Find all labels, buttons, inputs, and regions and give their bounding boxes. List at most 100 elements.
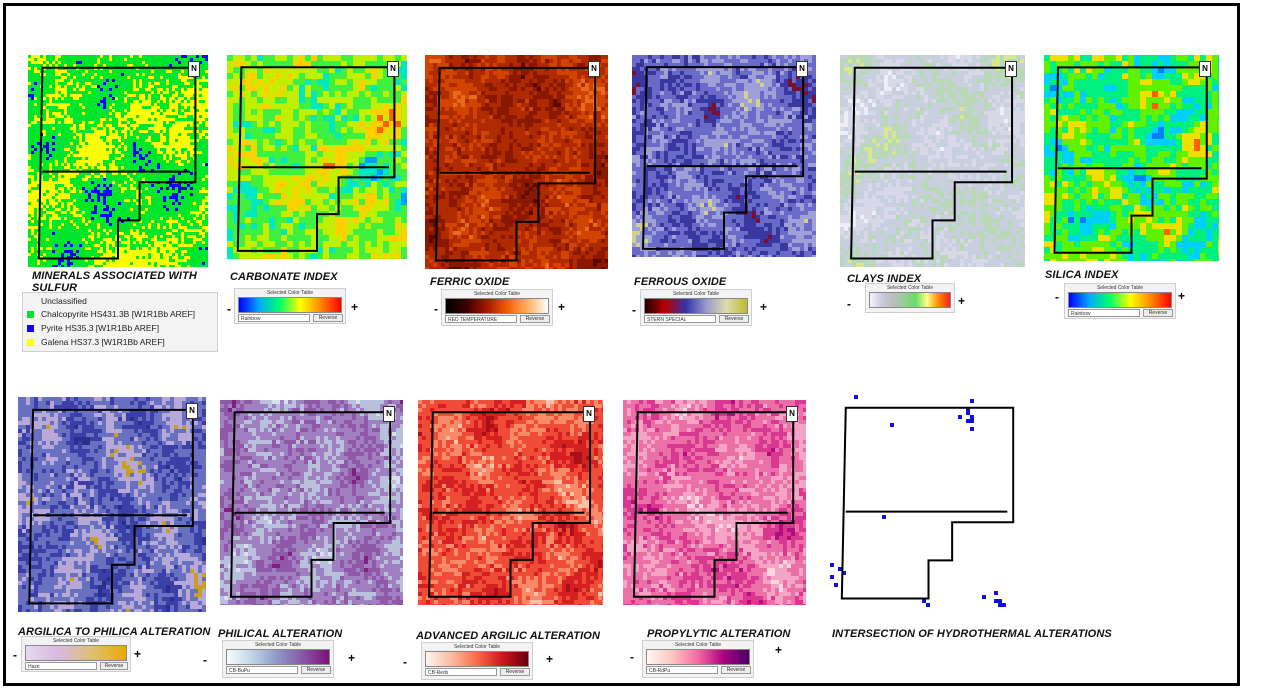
north-arrow-icon: N	[1005, 61, 1017, 77]
color-table-select[interactable]: CB-Reds	[425, 668, 497, 676]
clays-raster	[840, 55, 1025, 267]
green-swatch	[27, 311, 34, 318]
reverse-button[interactable]: Reverse	[520, 315, 550, 323]
legend-item: Galena HS37.3 [W1R1Bb AREF]	[27, 337, 165, 347]
yellow-swatch	[27, 339, 34, 346]
silica-index-map: N	[1044, 55, 1219, 261]
color-ramp	[869, 292, 951, 308]
clays-index-map: N	[840, 55, 1025, 267]
legend-item: Pyrite HS35.3 [W1R1Bb AREF]	[27, 323, 159, 333]
silica-color-table: Selected Color Table Rainbow Reverse	[1064, 283, 1176, 319]
minus-sign: -	[203, 653, 207, 667]
study-area-boundary	[37, 66, 197, 260]
advanced-raster	[418, 400, 603, 605]
color-ramp	[644, 298, 748, 314]
reverse-button[interactable]: Reverse	[100, 662, 128, 670]
color-table-caption: Selected Color Table	[1065, 285, 1175, 291]
minus-sign: -	[13, 648, 17, 662]
blue-swatch	[27, 325, 34, 332]
minus-sign: -	[632, 303, 636, 317]
study-area-boundary	[236, 66, 396, 252]
ferrous-title: FERROUS OXIDE	[634, 276, 726, 288]
minerals-title: MINERALS ASSOCIATED WITH SULFUR	[32, 270, 202, 294]
advanced-argilic-map: N	[418, 400, 603, 605]
color-table-caption: Selected Color Table	[223, 642, 333, 648]
intersection-raster	[830, 395, 1027, 607]
plus-sign: +	[1178, 289, 1185, 303]
color-ramp	[425, 651, 529, 667]
color-table-select[interactable]: RED TEMPERATURE	[445, 315, 517, 323]
study-area-boundary	[632, 411, 795, 598]
carbonate-index-map: N	[227, 55, 407, 259]
plus-sign: +	[558, 300, 565, 314]
plus-sign: +	[775, 643, 782, 657]
color-table-select[interactable]: CB-RdPu	[646, 666, 718, 674]
plus-sign: +	[134, 647, 141, 661]
minus-sign: -	[847, 297, 851, 311]
ferric-oxide-map: N	[425, 55, 608, 269]
figure-frame	[3, 3, 1240, 686]
north-arrow-icon: N	[188, 61, 200, 77]
argilica-raster	[18, 397, 206, 612]
carbonate-title: CARBONATE INDEX	[230, 271, 338, 283]
color-ramp	[238, 297, 342, 313]
north-arrow-icon: N	[786, 406, 798, 422]
north-arrow-icon: N	[383, 406, 395, 422]
color-table-caption: Selected Color Table	[22, 638, 130, 644]
color-ramp	[1068, 292, 1172, 308]
minerals-legend: Unclassified Chalcopyrite HS431.3B [W1R1…	[22, 292, 218, 352]
argilica-color-table: Selected Color Table Haze Reverse	[21, 636, 131, 672]
north-arrow-icon: N	[583, 406, 595, 422]
study-area-boundary	[1053, 66, 1208, 254]
color-table-select[interactable]: Rainbow	[1068, 309, 1140, 317]
minerals-raster	[28, 55, 208, 267]
color-table-select[interactable]: STERN SPECIAL	[644, 315, 716, 323]
plus-sign: +	[351, 300, 358, 314]
study-area-boundary	[28, 408, 194, 605]
study-area-boundary	[428, 411, 592, 598]
silica-raster	[1044, 55, 1219, 261]
minus-sign: -	[1055, 290, 1059, 304]
north-arrow-icon: N	[387, 61, 399, 77]
north-arrow-icon: N	[796, 61, 808, 77]
ferric-color-table: Selected Color Table RED TEMPERATURE Rev…	[441, 289, 553, 326]
plus-sign: +	[546, 652, 553, 666]
color-ramp	[226, 649, 330, 665]
reverse-button[interactable]: Reverse	[500, 668, 530, 676]
minerals-sulfur-map: N	[28, 55, 208, 267]
carbonate-raster	[227, 55, 407, 259]
color-ramp	[646, 649, 750, 665]
study-area-boundary	[434, 66, 597, 262]
study-area-boundary	[840, 406, 1015, 600]
study-area-boundary	[850, 66, 1014, 260]
reverse-button[interactable]: Reverse	[301, 666, 331, 674]
carbonate-color-table: Selected Color Table Rainbow Reverse	[234, 288, 346, 324]
advanced-color-table: Selected Color Table CB-Reds Reverse	[421, 642, 533, 680]
minus-sign: -	[434, 302, 438, 316]
plus-sign: +	[348, 651, 355, 665]
reverse-button[interactable]: Reverse	[719, 315, 749, 323]
color-table-caption: Selected Color Table	[643, 642, 753, 648]
color-table-select[interactable]: Haze	[25, 662, 97, 670]
north-arrow-icon: N	[186, 403, 198, 419]
argilica-alteration-map: N	[18, 397, 206, 612]
advanced-title: ADVANCED ARGILIC ALTERATION	[416, 630, 600, 642]
philical-title: PHILICAL ALTERATION	[218, 628, 342, 640]
north-arrow-icon: N	[588, 61, 600, 77]
philical-color-table: Selected Color Table CB-BuPu Reverse	[222, 640, 334, 678]
color-table-select[interactable]: CB-BuPu	[226, 666, 298, 674]
silica-title: SILICA INDEX	[1045, 269, 1119, 281]
plus-sign: +	[958, 294, 965, 308]
color-table-select[interactable]: Rainbow	[238, 314, 310, 322]
study-area-boundary	[229, 411, 392, 598]
north-arrow-icon: N	[1199, 61, 1211, 77]
reverse-button[interactable]: Reverse	[721, 666, 751, 674]
minus-sign: -	[403, 655, 407, 669]
propylytic-title: PROPYLYTIC ALTERATION	[647, 628, 790, 640]
color-table-caption: Selected Color Table	[235, 290, 345, 296]
color-ramp	[25, 645, 127, 661]
legend-item: Chalcopyrite HS431.3B [W1R1Bb AREF]	[27, 309, 195, 319]
reverse-button[interactable]: Reverse	[313, 314, 343, 322]
color-table-caption: Selected Color Table	[442, 291, 552, 297]
reverse-button[interactable]: Reverse	[1143, 309, 1173, 317]
